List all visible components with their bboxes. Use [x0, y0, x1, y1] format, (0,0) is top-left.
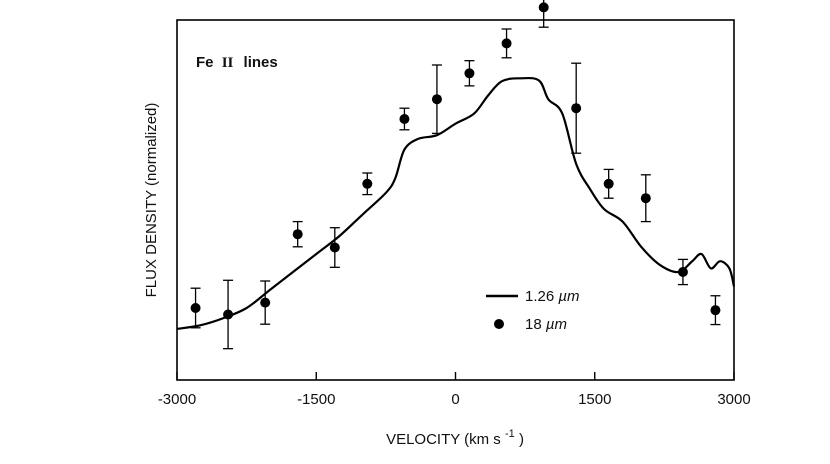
data-point-18um	[571, 62, 582, 154]
point-marker	[677, 267, 688, 277]
point-marker	[399, 114, 410, 124]
annotation: Fe II lines	[196, 54, 278, 71]
data-point-18um	[223, 279, 234, 350]
data-point-18um	[260, 280, 271, 325]
point-marker	[362, 178, 373, 189]
point-marker	[292, 229, 303, 240]
data-point-18um	[431, 64, 442, 135]
series-line-1.26um	[176, 76, 736, 330]
y-axis-title: FLUX DENSITY (normalized)	[143, 103, 160, 298]
x-axis-title-sup: -1	[505, 428, 515, 440]
point-marker	[501, 38, 512, 49]
data-point-18um	[292, 220, 303, 248]
data-point-18um	[464, 60, 475, 87]
point-marker	[538, 2, 549, 13]
point-marker	[329, 242, 340, 253]
x-axis-title-main: VELOCITY (km s	[386, 431, 501, 448]
data-point-18um	[501, 28, 512, 59]
x-tick-label: 3000	[717, 391, 750, 408]
point-marker	[710, 305, 721, 316]
legend-points-unit: µm	[546, 316, 567, 333]
x-axis-title-close: )	[519, 431, 524, 448]
annotation-element: Fe	[196, 54, 214, 71]
data-point-18um	[399, 107, 410, 131]
legend-label-line: 1.26 µm	[525, 288, 580, 305]
data-point-18um	[538, 0, 549, 28]
legend-line-unit: µm	[558, 288, 579, 305]
legend: 1.26 µm 18 µm	[486, 288, 580, 333]
x-tick-label: 0	[451, 391, 459, 408]
x-ticks: -3000 -1500 0 1500 3000	[158, 372, 751, 408]
point-marker	[640, 193, 651, 204]
data-point-18um	[640, 174, 651, 223]
point-marker	[603, 178, 614, 189]
point-marker	[571, 103, 582, 114]
legend-point-swatch	[494, 319, 504, 329]
data-point-18um	[710, 295, 721, 326]
x-tick-label: -1500	[297, 391, 335, 408]
legend-points-value: 18	[525, 316, 546, 333]
data-point-18um	[190, 287, 201, 329]
point-marker	[464, 68, 475, 79]
data-point-18um	[603, 168, 614, 199]
legend-label-points: 18 µm	[525, 316, 567, 333]
annotation-ion: II	[222, 55, 234, 71]
data-point-18um	[329, 227, 340, 268]
legend-line-value: 1.26	[525, 288, 558, 305]
annotation-suffix: lines	[244, 54, 278, 71]
data-point-18um	[362, 172, 373, 196]
point-marker	[223, 309, 234, 320]
x-tick-label: 1500	[578, 391, 611, 408]
curve-layer	[176, 76, 736, 330]
point-marker	[190, 303, 201, 313]
point-marker	[431, 94, 442, 105]
points-layer	[190, 0, 721, 350]
point-marker	[260, 297, 271, 308]
x-tick-label: -3000	[158, 391, 196, 408]
x-axis-title: VELOCITY (km s -1 )	[386, 424, 524, 448]
data-point-18um	[677, 258, 688, 286]
